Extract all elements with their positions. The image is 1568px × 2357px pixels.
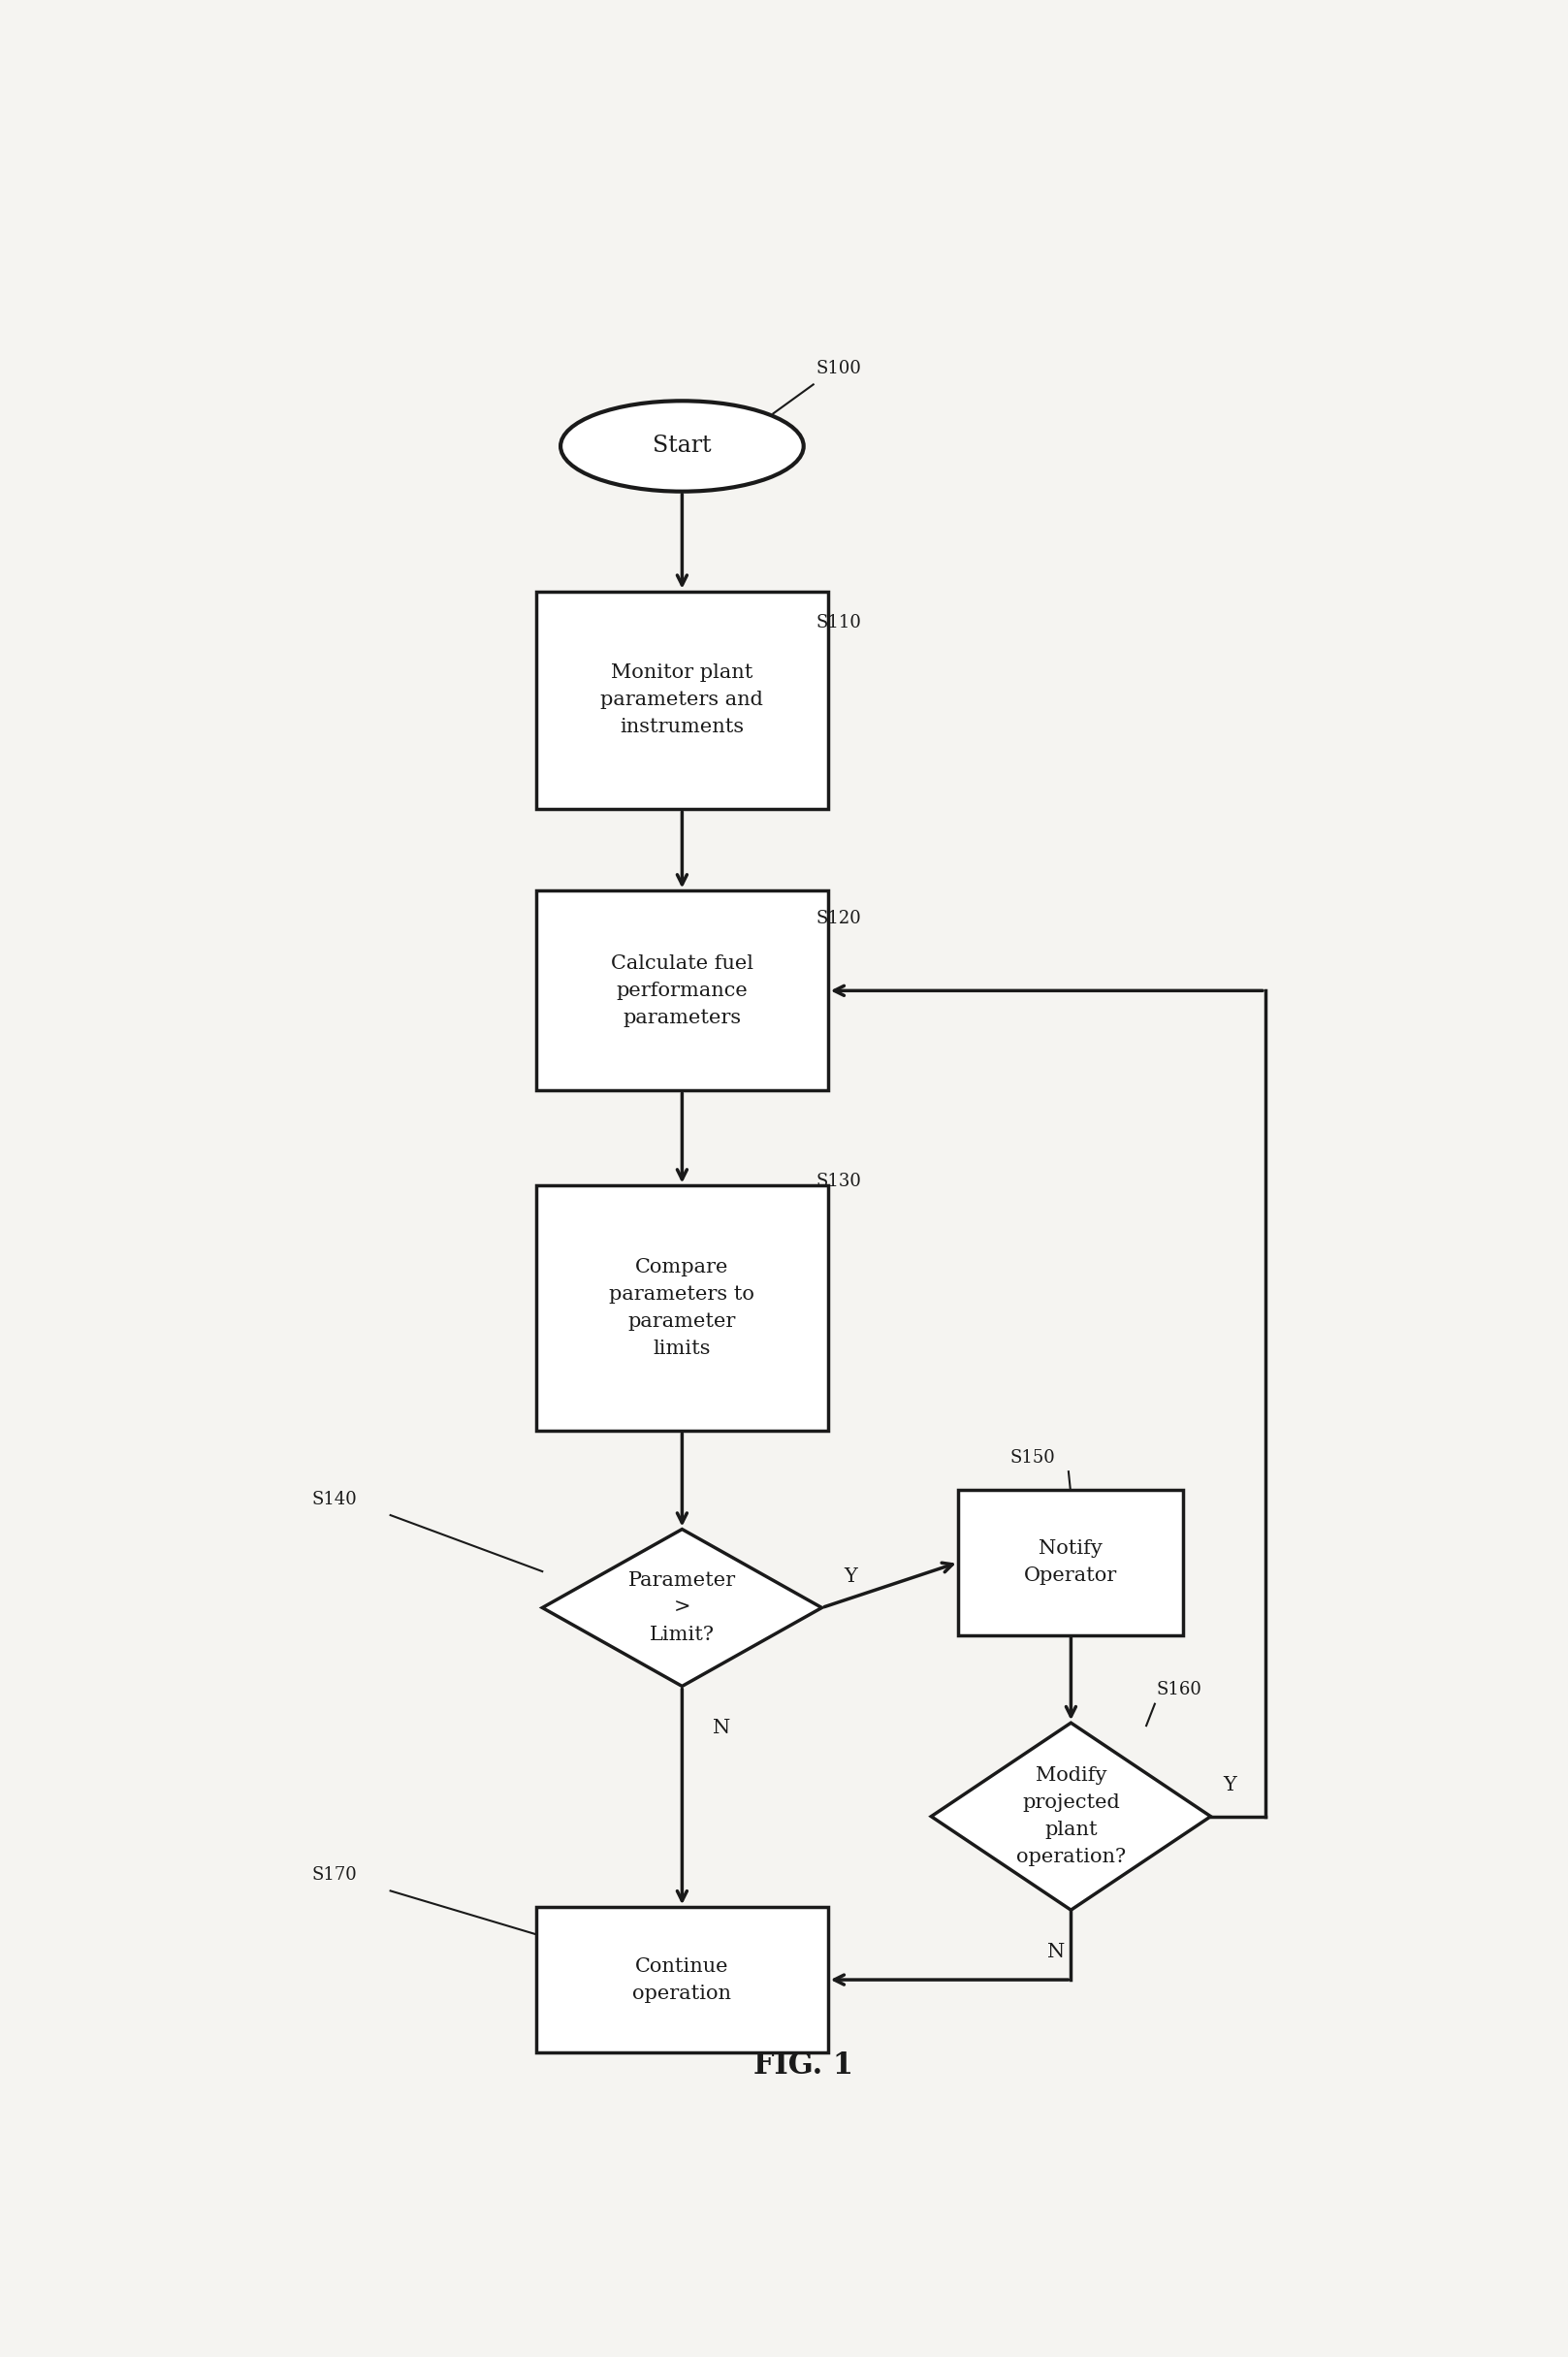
Text: S120: S120 xyxy=(815,910,861,926)
Text: Compare
parameters to
parameter
limits: Compare parameters to parameter limits xyxy=(610,1259,754,1358)
Text: S140: S140 xyxy=(312,1490,358,1508)
Text: FIG. 1: FIG. 1 xyxy=(754,2051,853,2081)
Text: Start: Start xyxy=(652,436,712,457)
Text: N: N xyxy=(1047,1942,1065,1961)
Text: Modify
projected
plant
operation?: Modify projected plant operation? xyxy=(1016,1765,1126,1867)
Polygon shape xyxy=(931,1723,1210,1909)
Text: Calculate fuel
performance
parameters: Calculate fuel performance parameters xyxy=(612,955,753,1028)
Text: Notify
Operator: Notify Operator xyxy=(1024,1539,1118,1586)
Bar xyxy=(536,1186,828,1431)
Text: S110: S110 xyxy=(815,613,861,632)
Text: Monitor plant
parameters and
instruments: Monitor plant parameters and instruments xyxy=(601,665,764,738)
Bar xyxy=(958,1490,1184,1636)
Ellipse shape xyxy=(561,401,803,493)
Text: S170: S170 xyxy=(312,1867,358,1883)
Text: Continue
operation: Continue operation xyxy=(632,1956,732,2003)
Polygon shape xyxy=(543,1530,822,1685)
Text: S100: S100 xyxy=(815,361,861,377)
Text: S160: S160 xyxy=(1156,1681,1201,1699)
Text: N: N xyxy=(712,1718,731,1737)
Text: Parameter
>
Limit?: Parameter > Limit? xyxy=(629,1572,735,1645)
Text: Y: Y xyxy=(1223,1777,1236,1794)
Text: Y: Y xyxy=(844,1567,858,1586)
Bar xyxy=(536,1907,828,2053)
Bar xyxy=(536,891,828,1091)
Text: S150: S150 xyxy=(1010,1450,1055,1466)
Bar xyxy=(536,592,828,808)
Text: S130: S130 xyxy=(815,1174,861,1190)
